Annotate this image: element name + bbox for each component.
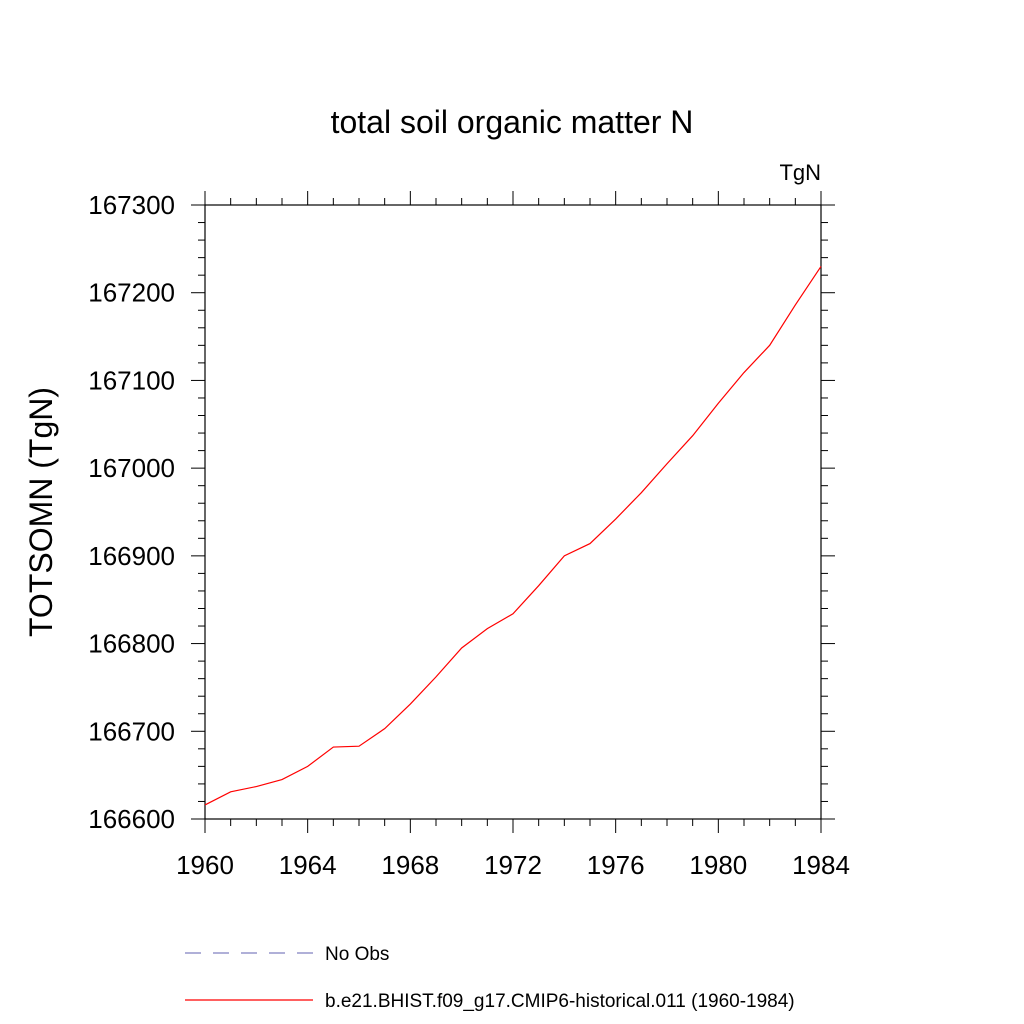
x-tick-label: 1984 bbox=[792, 850, 850, 880]
x-tick-label: 1980 bbox=[689, 850, 747, 880]
y-tick-label: 167300 bbox=[88, 190, 175, 220]
axis-ticks: 1960 1964 1968 1972 1976 1980 1984 166600 166700… bbox=[88, 190, 850, 880]
x-tick-label: 1960 bbox=[176, 850, 234, 880]
x-tick-label: 1968 bbox=[381, 850, 439, 880]
y-tick-label: 167000 bbox=[88, 453, 175, 483]
series-layer bbox=[204, 266, 822, 806]
legend-label-1: b.e21.BHIST.f09_g17.CMIP6-historical.011… bbox=[325, 991, 795, 1012]
series-line-0 bbox=[204, 266, 822, 806]
x-tick-label: 1972 bbox=[484, 850, 542, 880]
plot-frame bbox=[204, 204, 822, 820]
legend: No Obs b.e21.BHIST.f09_g17.CMIP6-historic… bbox=[185, 944, 795, 1012]
y-tick-label: 166800 bbox=[88, 629, 175, 659]
x-tick-label: 1976 bbox=[587, 850, 645, 880]
y-tick-label: 166600 bbox=[88, 804, 175, 834]
units-label: TgN bbox=[779, 160, 821, 185]
chart-title: total soil organic matter N bbox=[331, 104, 694, 140]
y-tick-label: 166900 bbox=[88, 541, 175, 571]
y-tick-label: 167100 bbox=[88, 365, 175, 395]
y-axis-label: TOTSOMN (TgN) bbox=[23, 387, 59, 637]
x-tick-label: 1964 bbox=[279, 850, 337, 880]
legend-label-0: No Obs bbox=[325, 944, 389, 965]
y-tick-label: 167200 bbox=[88, 278, 175, 308]
y-tick-label: 166700 bbox=[88, 716, 175, 746]
